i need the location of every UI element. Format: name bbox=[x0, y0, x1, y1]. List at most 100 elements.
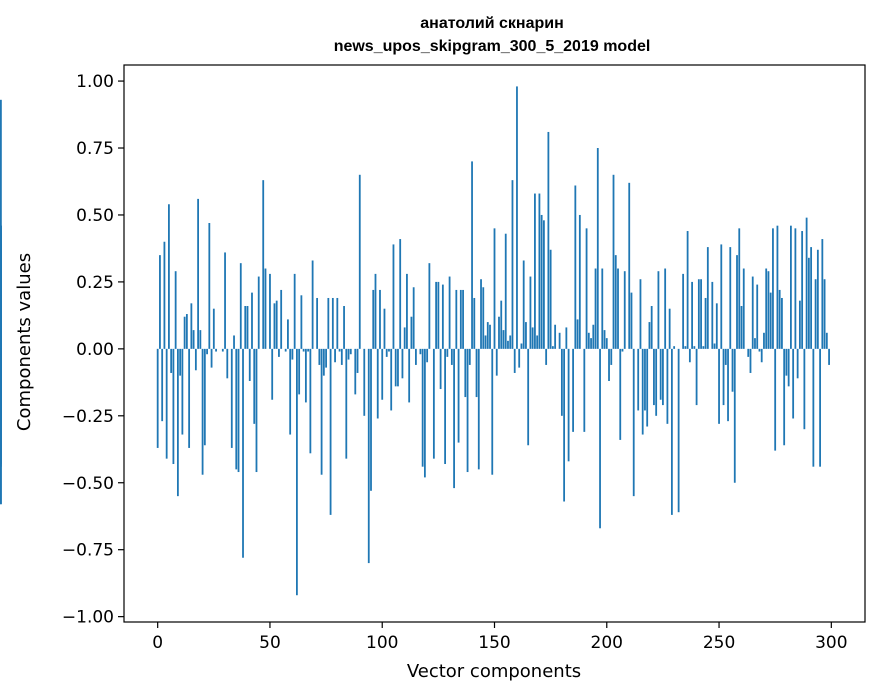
bar bbox=[792, 348, 795, 419]
bar bbox=[296, 348, 298, 596]
bar bbox=[776, 225, 779, 349]
bar bbox=[343, 306, 345, 349]
bar bbox=[300, 295, 303, 349]
bar bbox=[156, 348, 159, 448]
bar bbox=[558, 332, 561, 349]
bar bbox=[502, 330, 505, 349]
bar bbox=[648, 322, 651, 349]
bar bbox=[693, 346, 696, 349]
bar bbox=[763, 332, 765, 349]
bar bbox=[621, 348, 624, 352]
bar bbox=[670, 348, 673, 515]
bar bbox=[235, 348, 238, 470]
bar bbox=[462, 289, 464, 349]
bar bbox=[354, 348, 357, 395]
bar bbox=[345, 348, 348, 459]
bar bbox=[435, 281, 438, 349]
bar bbox=[724, 348, 727, 365]
bar bbox=[790, 225, 792, 349]
bar bbox=[574, 185, 577, 349]
bar bbox=[572, 348, 574, 432]
bar bbox=[659, 348, 662, 400]
bar bbox=[749, 348, 752, 373]
bar bbox=[237, 348, 240, 473]
bar bbox=[603, 330, 606, 349]
y-tick-label: 0.00 bbox=[76, 340, 114, 360]
bar bbox=[706, 247, 709, 349]
bar bbox=[545, 348, 548, 365]
bar bbox=[783, 348, 786, 446]
bar bbox=[457, 348, 460, 443]
bar bbox=[787, 348, 790, 387]
bar bbox=[230, 348, 233, 448]
bar bbox=[426, 348, 429, 363]
y-tick-label: −1.00 bbox=[62, 608, 114, 628]
bar bbox=[756, 284, 759, 349]
bar bbox=[646, 348, 649, 427]
bar bbox=[713, 343, 716, 349]
bar bbox=[527, 348, 530, 446]
bar bbox=[711, 281, 714, 349]
bar bbox=[794, 228, 797, 349]
bar bbox=[390, 348, 393, 411]
bar bbox=[372, 289, 375, 349]
bar bbox=[304, 348, 307, 403]
bar bbox=[583, 348, 586, 432]
bar bbox=[525, 322, 527, 349]
bar bbox=[567, 348, 570, 462]
bar bbox=[284, 348, 287, 352]
bar bbox=[477, 348, 480, 470]
x-axis-label: Vector components bbox=[407, 661, 581, 682]
bar bbox=[383, 308, 386, 349]
y-axis-ticks: 1.00 0.75 0.50 0.25 0.00 −0.25 −0.50 −0.75 −1.00 bbox=[62, 72, 124, 628]
x-tick-label: 250 bbox=[703, 633, 735, 653]
bar bbox=[325, 348, 327, 368]
bar bbox=[358, 174, 361, 349]
bar bbox=[385, 348, 388, 357]
bar bbox=[0, 348, 2, 355]
bar bbox=[585, 228, 588, 349]
bar bbox=[664, 268, 667, 349]
bar bbox=[500, 300, 503, 349]
bars-group bbox=[0, 86, 830, 596]
bar bbox=[697, 279, 700, 349]
x-tick-label: 100 bbox=[366, 633, 398, 653]
bar bbox=[316, 297, 319, 349]
bar bbox=[504, 233, 507, 349]
bar bbox=[549, 249, 552, 349]
bar bbox=[821, 239, 824, 349]
bar bbox=[655, 348, 658, 416]
bar bbox=[677, 348, 680, 513]
bar bbox=[480, 279, 482, 349]
bar bbox=[475, 348, 478, 398]
bar bbox=[248, 348, 251, 381]
bar bbox=[468, 348, 471, 365]
bar bbox=[538, 193, 541, 349]
bar bbox=[159, 255, 161, 349]
bar bbox=[612, 174, 615, 349]
bar bbox=[174, 271, 177, 349]
bar bbox=[331, 297, 334, 349]
bar bbox=[601, 268, 604, 349]
bar bbox=[381, 348, 384, 400]
bar bbox=[772, 228, 774, 349]
bar bbox=[482, 287, 485, 349]
bar bbox=[412, 287, 415, 349]
bar bbox=[486, 322, 489, 349]
bar bbox=[329, 348, 332, 515]
bar bbox=[758, 348, 761, 352]
bar bbox=[814, 279, 817, 349]
bar bbox=[639, 279, 642, 349]
bar bbox=[275, 300, 278, 349]
x-tick-label: 300 bbox=[815, 633, 847, 653]
bar bbox=[347, 348, 350, 360]
bar bbox=[587, 332, 590, 349]
bar bbox=[251, 292, 253, 349]
bar bbox=[340, 348, 343, 365]
bar bbox=[760, 348, 763, 363]
bar bbox=[765, 268, 768, 349]
bar bbox=[280, 289, 283, 349]
bar bbox=[172, 348, 175, 465]
y-tick-label: −0.25 bbox=[62, 407, 114, 427]
bar bbox=[688, 348, 691, 363]
